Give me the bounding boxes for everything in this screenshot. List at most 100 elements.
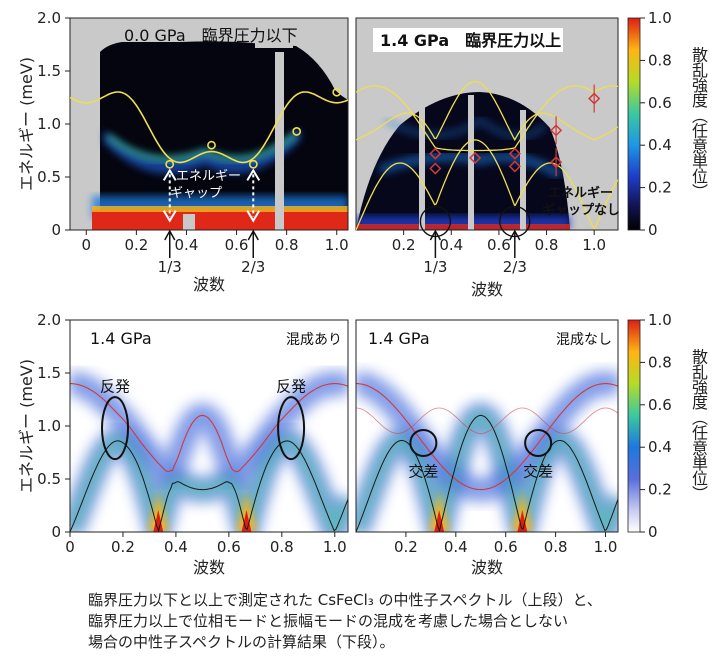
panel-bottom-right: 交差 交差 1.4 GPa 混成なし 0.2 0.4 0.6 0.8 1.0 波数 (355, 319, 619, 577)
dispersion-curve (70, 91, 348, 164)
panel-bottom-right-title: 1.4 GPa (368, 329, 430, 348)
annotation-label: 交差 (523, 463, 553, 481)
colorbar-tick-label: 0 (648, 221, 658, 239)
measured-point (469, 151, 482, 164)
dispersion-curve (356, 139, 618, 230)
y-tick-label: 0 (51, 221, 61, 239)
colorbar-bottom-label: 散乱強度︵任意単位︶ (692, 348, 708, 504)
panel-top-left-title: 0.0 GPa 臨界圧力以下 (124, 26, 298, 45)
crossing-circle (524, 428, 553, 457)
panel-bottom-left-annotations: 反発 反発 (100, 378, 306, 396)
repulsion-ellipse (277, 396, 306, 461)
x-tick-label: 0.6 (494, 538, 518, 556)
panel-bottom-right-xlabel: 波数 (471, 558, 503, 577)
colorbar-label-char: 意 (692, 137, 708, 156)
dispersion-curve (70, 440, 348, 532)
panel-bottom-left-repulsion-ellipses (101, 396, 306, 461)
colorbar-tick-label: 0.4 (648, 438, 672, 456)
x-tick-label: 1.0 (325, 236, 349, 254)
fraction-marker-arrowhead (429, 229, 442, 241)
panel-top-left-fraction-markers: 1/3 2/3 (158, 229, 265, 276)
x-tick-label: 0.4 (175, 236, 199, 254)
measured-point (165, 159, 175, 169)
panel-top-right-annotation: エネルギーギャップなし (542, 185, 620, 218)
x-tick-label: 1.0 (323, 538, 347, 556)
colorbar-label-char: 強 (692, 76, 708, 95)
colorbar-label-char: 散 (692, 46, 708, 65)
panel-bottom-right-ticks: 0.2 0.4 0.6 0.8 1.0 (394, 532, 617, 556)
bottom-ylabel: エネルギー (meV) (17, 359, 36, 493)
x-tick-label: 0.8 (544, 538, 568, 556)
colorbar-label-char: 位 (692, 469, 708, 488)
crossing-circle (409, 428, 438, 457)
dispersion-curve (356, 85, 618, 152)
x-tick-label: 0.4 (164, 538, 188, 556)
dispersion-curve (356, 407, 618, 434)
colorbar-tick-label: 0.2 (648, 481, 672, 499)
panel-bottom-left: 反発 反発 1.4 GPa 混成あり 0 0.2 0.4 0.6 0.8 1.0 0 0.5 1.… (37, 311, 349, 577)
fraction-marker-label: 2/3 (503, 258, 527, 276)
panel-top-right: 1.4 GPa 臨界圧力以上 エネルギーギャップなし 0.2 0.4 0.6 0.8 1… (355, 17, 620, 299)
gap-arrow-head (246, 168, 261, 181)
colorbar-top: 0 0.2 0.4 0.6 0.8 1.0 散乱強度︵任意単位︶ (627, 9, 708, 239)
x-tick-label: 1.0 (594, 538, 618, 556)
colorbar-bottom-ticks: 0 0.2 0.4 0.6 0.8 1.0 (640, 311, 672, 541)
colorbar-label-char: 単 (692, 454, 708, 473)
colorbar-tick-label: 0.2 (648, 179, 672, 197)
y-tick-label: 0 (51, 523, 61, 541)
measured-point (508, 160, 521, 173)
dispersion-curve (356, 383, 618, 491)
panel-top-left-gap-arrows (162, 168, 261, 223)
x-tick-label: 0 (65, 538, 75, 556)
panel-top-right-title-box (373, 28, 563, 52)
measured-point (508, 147, 521, 160)
panel-bottom-right-crossing-circles (409, 428, 553, 457)
colorbar-tick-label: 0.4 (648, 136, 672, 154)
annotation-line: エネルギー (548, 185, 613, 201)
colorbar-label-char: ︶ (692, 182, 708, 201)
measured-point (429, 162, 442, 175)
figure-caption: 臨界圧力以下と以上で測定された CsFeCl₃ の中性子スペクトル（上段）と、 … (88, 590, 708, 653)
colorbar-label-char: 度 (692, 91, 708, 110)
y-tick-label: 0.5 (37, 470, 61, 488)
panel-bottom-right-annotations: 交差 交差 (408, 463, 553, 481)
annotation-line: ギャップなし (542, 202, 620, 218)
colorbar-label-char: 散 (692, 348, 708, 367)
measured-point (292, 127, 302, 136)
colorbar-label-char: 意 (692, 439, 708, 458)
colorbar-label-char: 位 (692, 167, 708, 186)
colorbar-label-char: 度 (692, 393, 708, 412)
colorbar-label-char: 任 (692, 122, 708, 141)
panel-top-left-ticks: 0 0.2 0.4 0.6 0.8 1.0 0 0.5 1.0 1.5 2.0 (37, 9, 349, 254)
gap-arrow-head (162, 210, 177, 223)
fraction-marker-label: 1/3 (423, 258, 447, 276)
measured-point (207, 140, 216, 150)
top-ylabel: エネルギー (meV) (17, 57, 36, 191)
panel-top-left-intensity (92, 18, 348, 230)
panel-top-right-dispersion (356, 80, 618, 230)
panel-top-right-ticks: 0.2 0.4 0.6 0.8 1.0 (392, 230, 606, 254)
gap-arrow-head (246, 210, 261, 223)
panel-bottom-left-dispersion (70, 383, 348, 532)
panel-bottom-left-title: 1.4 GPa (90, 329, 152, 348)
x-tick-label: 0.2 (394, 538, 418, 556)
colorbar-label-char: ︵ (692, 408, 708, 427)
x-tick-label: 0 (82, 236, 92, 254)
y-tick-label: 2.0 (37, 311, 61, 329)
x-tick-label: 0.8 (535, 236, 559, 254)
x-tick-label: 0.8 (270, 538, 294, 556)
fraction-marker-arrowhead (164, 229, 176, 241)
repulsion-ellipse (101, 396, 130, 461)
colorbar-tick-label: 0.8 (648, 353, 672, 371)
colorbar-label-char: ︵ (692, 106, 708, 125)
caption-line: 場合の中性子スペクトルの計算結果（下段）。 (88, 633, 395, 651)
annotation-line: エネルギー (176, 169, 241, 184)
annotation-label: 交差 (408, 463, 438, 481)
measured-point (429, 147, 442, 160)
panel-bottom-right-dispersion (356, 383, 618, 532)
x-tick-label: 0.6 (225, 236, 249, 254)
x-tick-label: 0.6 (217, 538, 241, 556)
figure-canvas: 0.0 GPa 臨界圧力以下 エネルギーギャップ 0 0.2 0.4 0.6 0.8 1.… (17, 9, 708, 577)
y-tick-label: 0.5 (37, 168, 61, 186)
caption-line: 臨界圧力以上で位相モードと振幅モードの混成を考慮した場合としない (88, 612, 569, 630)
